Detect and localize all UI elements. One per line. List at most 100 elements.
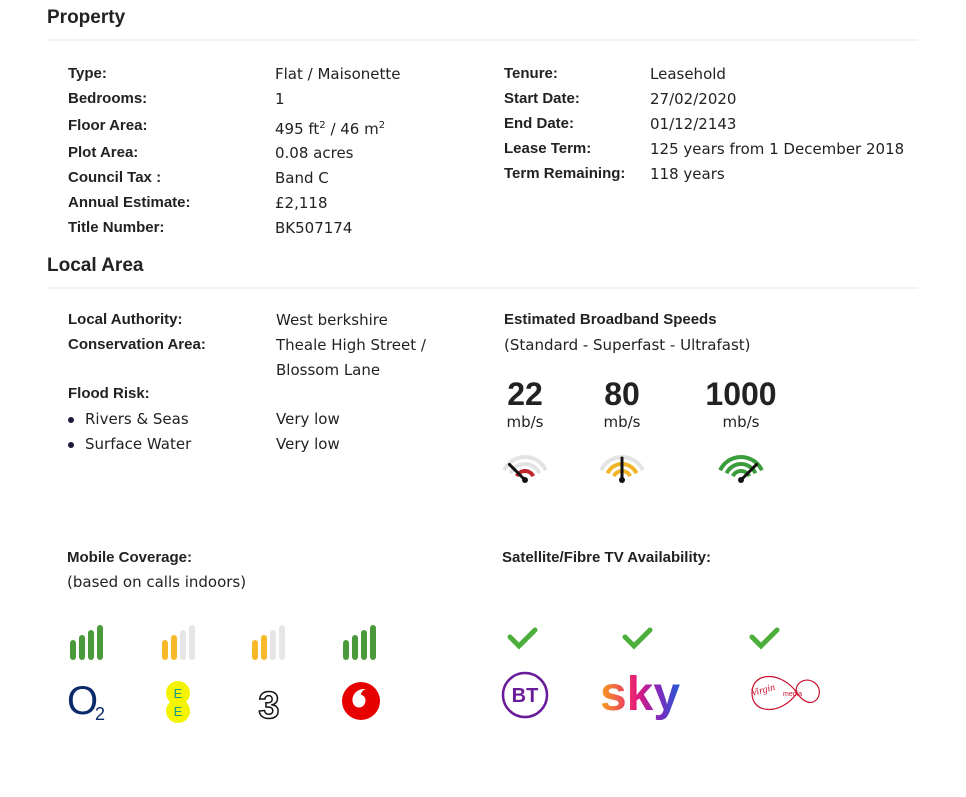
signal-bar <box>171 635 177 660</box>
gauge-arc <box>724 462 758 475</box>
field-label: Bedrooms: <box>68 90 148 107</box>
checkmarks <box>507 627 780 650</box>
signal-bars <box>162 625 195 660</box>
section-title: Local Area <box>47 255 144 276</box>
speed-unit: mb/s <box>506 413 544 431</box>
field-value: West berkshire <box>276 311 388 329</box>
signal-bar <box>361 630 367 660</box>
field-label: Start Date: <box>504 90 580 107</box>
speed-value: 80 <box>604 376 640 412</box>
gauge-needle <box>507 462 527 482</box>
field-label: Floor Area: <box>68 117 148 134</box>
broadband-subtitle: (Standard - Superfast - Ultrafast) <box>504 336 751 354</box>
bullet <box>68 417 74 423</box>
field-label: End Date: <box>504 115 575 132</box>
signal-bars <box>343 625 376 660</box>
broadband-title: Estimated Broadband Speeds <box>504 311 717 328</box>
speed-value: 22 <box>507 376 543 412</box>
field-value: 118 years <box>650 165 725 183</box>
flood-value: Very low <box>276 410 340 428</box>
signal-bar <box>279 625 285 660</box>
field-label: Title Number: <box>68 219 165 236</box>
value-part: / 46 m <box>325 120 379 138</box>
speed-gauge <box>599 455 645 483</box>
signal-bar <box>97 625 103 660</box>
gauge-needle <box>739 462 759 482</box>
signal-bar <box>162 640 168 660</box>
gauge-arc <box>508 462 542 475</box>
field-label: Local Authority: <box>68 311 183 328</box>
field-label: Conservation Area: <box>68 336 206 353</box>
field-value: £2,118 <box>275 194 328 212</box>
field-value: Band C <box>275 169 329 187</box>
ee-letter: E <box>174 704 183 719</box>
gauge-pivot <box>522 477 528 483</box>
check <box>749 627 780 650</box>
gauge-arc <box>502 455 548 472</box>
signal-bar <box>343 640 349 660</box>
bt-logo <box>501 671 549 719</box>
signal-bar <box>79 635 85 660</box>
three-logo: 3 <box>258 685 279 727</box>
ee-logo <box>166 699 190 723</box>
signal-bars <box>252 625 285 660</box>
sky-logo: sky <box>600 668 680 721</box>
signal-bar <box>70 640 76 660</box>
field-value: Theale High Street / <box>276 336 426 354</box>
bullet <box>68 442 74 448</box>
field-value: 125 years from 1 December 2018 <box>650 140 905 158</box>
gauge-arc <box>718 455 764 472</box>
field-label: Flood Risk: <box>68 385 150 402</box>
gauge-pivot <box>738 477 744 483</box>
signal-bar <box>370 625 376 660</box>
field-value: 1 <box>275 90 285 108</box>
o2-logo: O <box>67 679 98 723</box>
vodafone-mark <box>352 689 366 708</box>
field-value: 27/02/2020 <box>650 90 737 108</box>
bt-text: BT <box>512 685 539 707</box>
signal-bar <box>88 630 94 660</box>
field-label: Plot Area: <box>68 144 139 161</box>
flood-item: Surface Water <box>85 435 192 453</box>
gauge-pivot <box>619 477 625 483</box>
speed-value: 1000 <box>705 376 777 412</box>
flood-item: Rivers & Seas <box>85 410 189 428</box>
ee-logo <box>166 681 190 705</box>
speed-unit: mb/s <box>603 413 641 431</box>
signal-bars <box>70 625 103 660</box>
field-value: 0.08 acres <box>275 144 354 162</box>
signal-bar <box>270 630 276 660</box>
o2-logo-sub: 2 <box>95 704 105 724</box>
field-value: BK507174 <box>275 219 353 237</box>
field-label: Type: <box>68 65 107 82</box>
speed-gauge <box>502 455 548 483</box>
superscript: 2 <box>319 120 326 131</box>
speed-unit: mb/s <box>722 413 760 431</box>
field-label: Annual Estimate: <box>68 194 191 211</box>
section-title: Property <box>47 7 126 28</box>
field-value: Blossom Lane <box>276 361 381 379</box>
section-subtitle: (based on calls indoors) <box>67 573 247 591</box>
signal-bar <box>261 635 267 660</box>
section-label: Mobile Coverage: <box>67 549 193 566</box>
speed-gauge <box>718 455 764 483</box>
ee-letter: E <box>174 686 183 701</box>
field-label: Council Tax : <box>68 169 162 186</box>
superscript: 2 <box>378 120 386 131</box>
section-label: Satellite/Fibre TV Availability: <box>502 549 711 566</box>
check <box>622 627 653 650</box>
field-value: 495 ft2 / 46 m2 <box>275 116 385 139</box>
flood-value: Very low <box>276 435 340 453</box>
signal-bar <box>252 640 258 660</box>
virgin-media-text: media <box>783 691 802 698</box>
field-value: Flat / Maisonette <box>275 65 401 83</box>
check <box>507 627 538 650</box>
value-part: 495 ft <box>275 120 320 138</box>
field-value: Leasehold <box>650 65 726 83</box>
signal-bar <box>352 635 358 660</box>
signal-bar <box>189 625 195 660</box>
field-label: Lease Term: <box>504 140 592 157</box>
field-label: Tenure: <box>504 65 558 82</box>
